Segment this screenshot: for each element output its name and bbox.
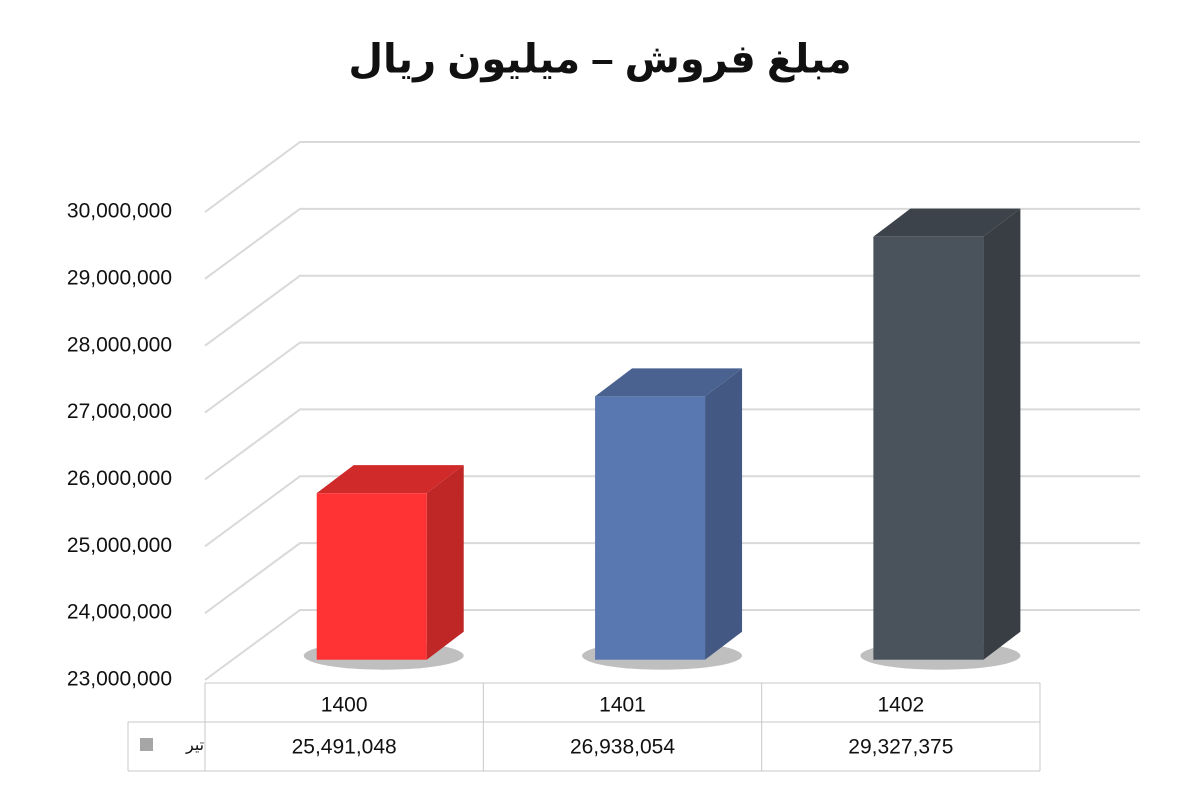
legend-swatch [140,738,153,751]
y-tick-label: 24,000,000 [67,601,172,624]
data-label: 26,938,054 [570,736,675,759]
y-tick-label: 30,000,000 [67,200,172,223]
x-tick-label: 1400 [321,694,368,717]
y-tick-label: 23,000,000 [67,668,172,691]
grid-line [204,141,1140,213]
legend-label: تیر [185,737,204,755]
data-label: 29,327,375 [848,736,953,759]
grid-line [204,609,1140,681]
bar-top [316,465,464,494]
grid-line [204,207,1140,280]
y-tick-label: 29,000,000 [67,266,172,289]
y-tick-label: 26,000,000 [67,467,172,490]
bar-side [983,208,1021,660]
y-tick-label: 25,000,000 [67,534,172,557]
chart-title: مبلغ فروش – میلیون ریال [348,38,851,83]
bar-side [705,368,743,660]
bar-top [595,368,743,397]
grid-line [204,475,1140,548]
y-tick-label: 27,000,000 [67,400,172,423]
x-tick-label: 1402 [877,694,924,717]
grid-line [204,408,1140,481]
bar [316,493,427,660]
x-tick-label: 1401 [599,694,646,717]
bar [873,236,984,660]
grid-line [204,341,1140,414]
data-label: 25,491,048 [292,736,397,759]
bar-side [426,465,464,660]
bar [595,396,706,660]
y-tick-label: 28,000,000 [67,333,172,356]
bar-top [873,208,1021,237]
grid-line [204,274,1140,347]
grid-line [204,542,1140,614]
